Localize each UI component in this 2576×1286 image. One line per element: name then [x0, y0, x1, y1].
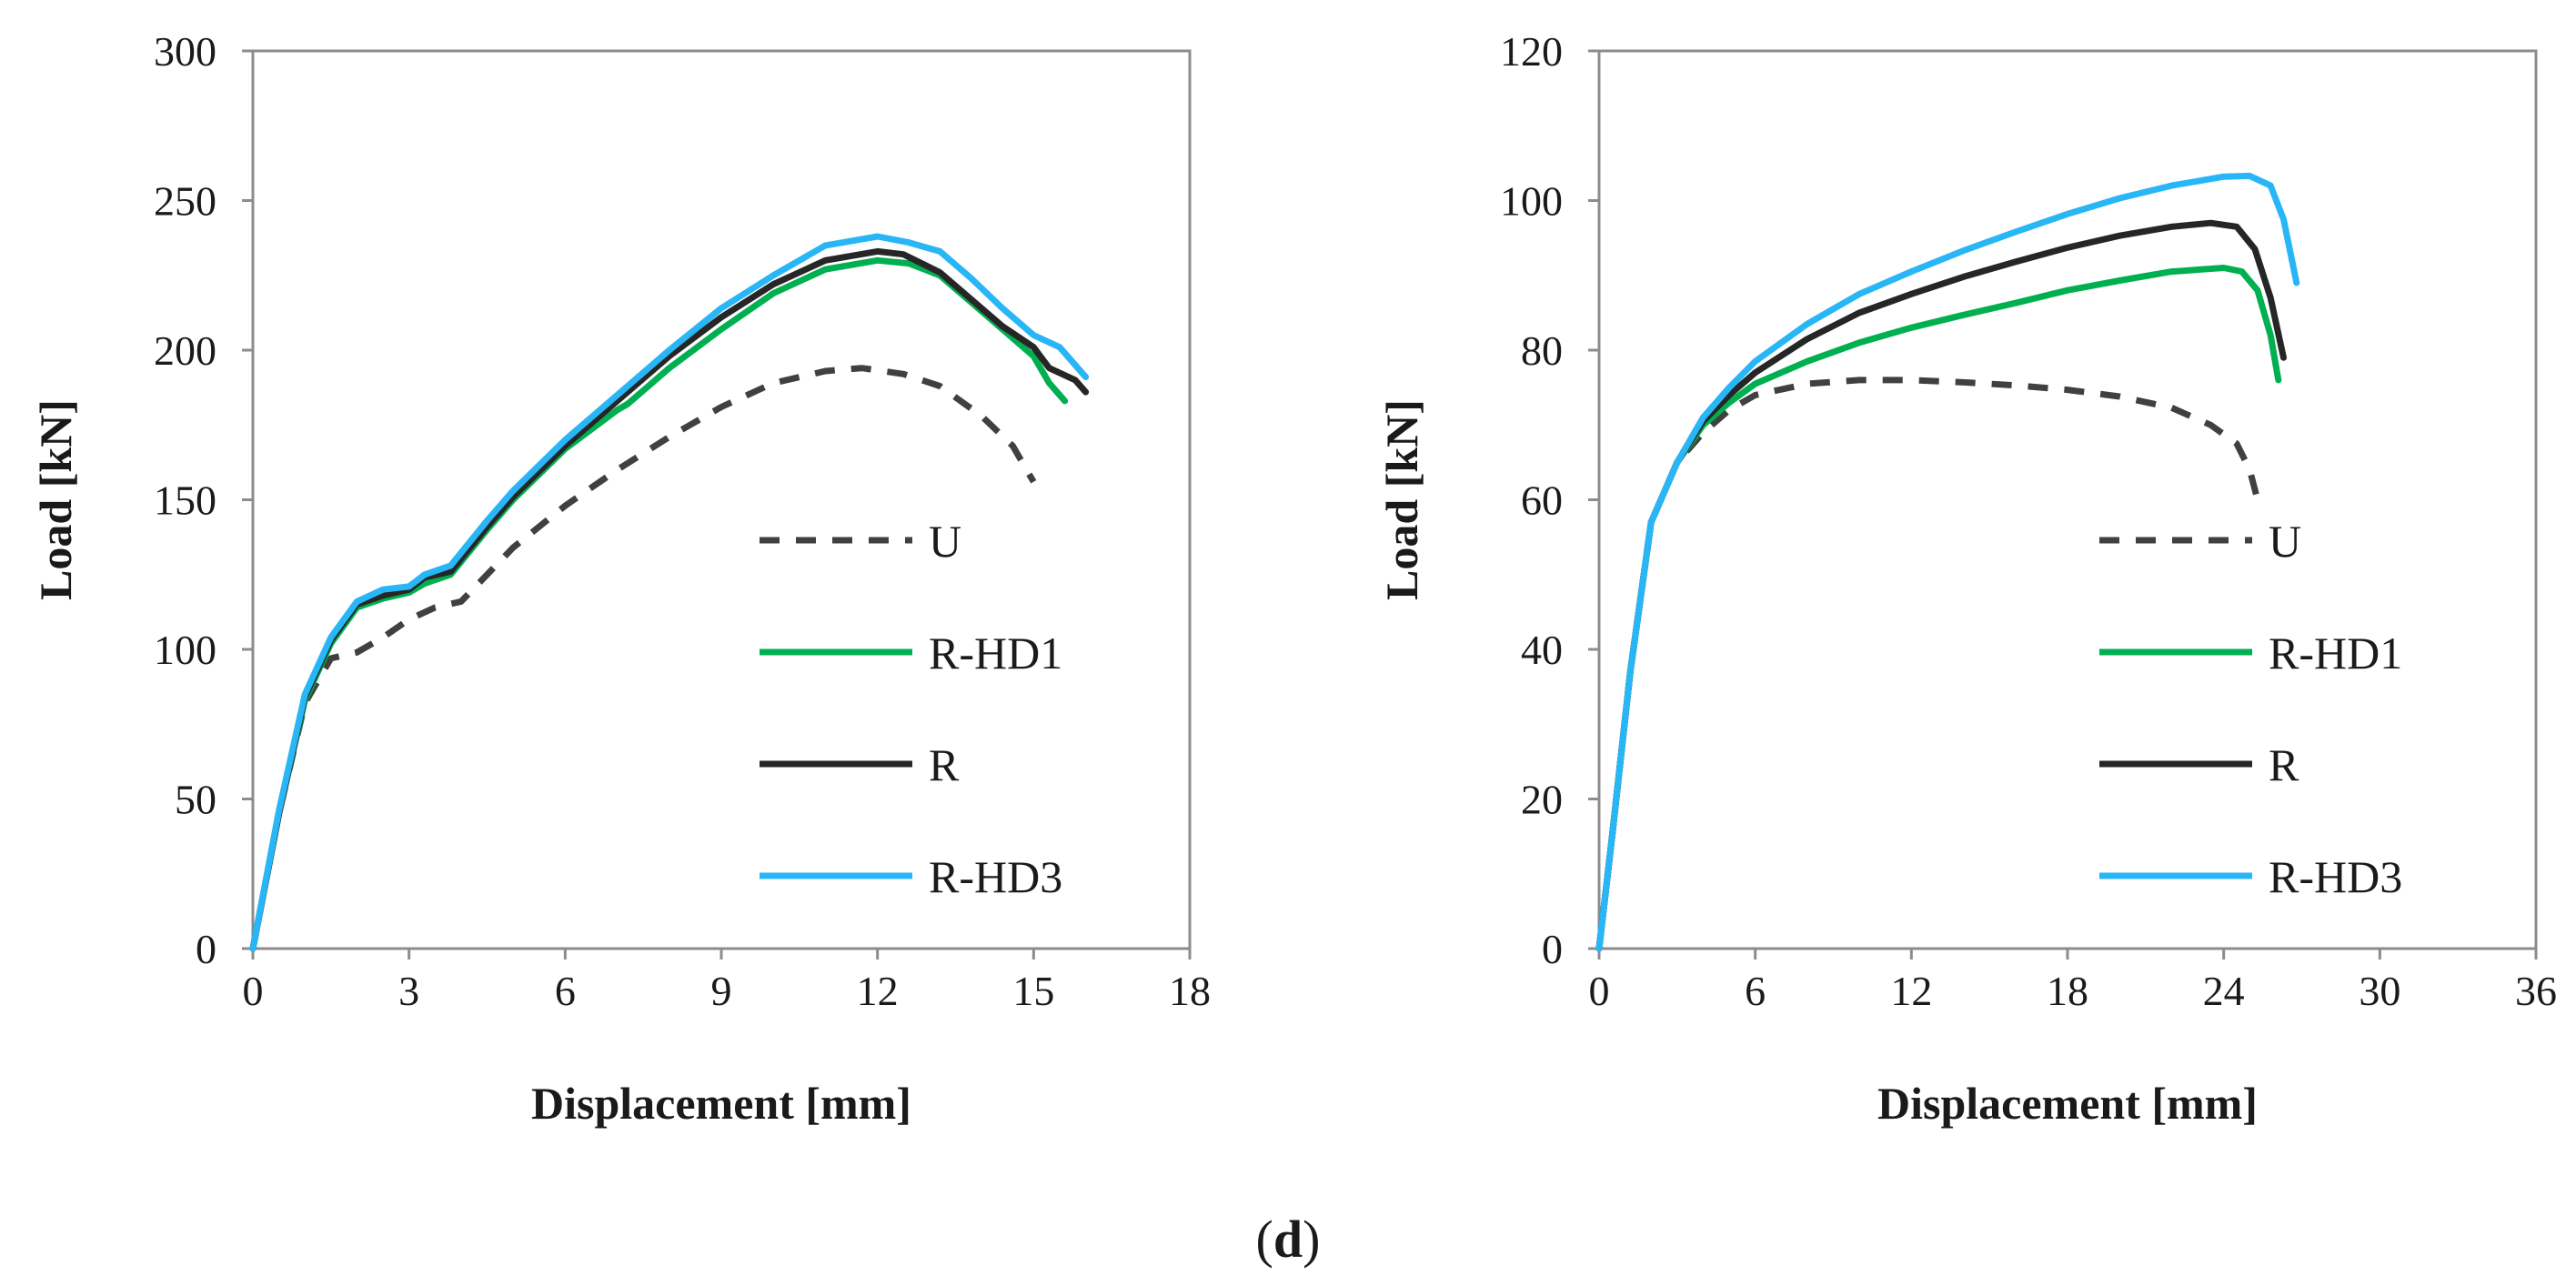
legend-label-r: R: [2269, 739, 2299, 790]
y-tick-label: 20: [1521, 777, 1563, 823]
series-line-r-hd1: [1595, 265, 2282, 952]
y-tick-label: 300: [154, 28, 216, 75]
series-line-r-hd3: [249, 233, 1090, 952]
legend-label-r-hd3: R-HD3: [929, 851, 1062, 902]
plot-frame: [251, 49, 1192, 950]
x-tick-label: 9: [711, 968, 732, 1014]
chart-load-displacement-right: 0 6 12 18 24 30 36 0 20 40 60 80 100 120 Displacement …: [1376, 28, 2557, 1129]
y-tick-label: 150: [154, 477, 216, 524]
x-tick-label: 6: [555, 968, 576, 1014]
x-tick-label: 36: [2515, 968, 2557, 1014]
x-tick-label: 0: [243, 968, 264, 1014]
legend-label-r-hd1: R-HD1: [2269, 628, 2402, 678]
y-tick-label: 100: [154, 627, 216, 673]
x-tick-label: 24: [2203, 968, 2245, 1014]
series-line-r: [1595, 219, 2287, 952]
x-tick-label: 3: [398, 968, 419, 1014]
y-tick-label: 100: [1500, 178, 1563, 225]
legend-label-r: R: [929, 739, 960, 790]
y-tick-label: 50: [175, 777, 216, 823]
legend-label-u: U: [2269, 516, 2301, 567]
y-tick-label: 250: [154, 178, 216, 225]
y-tick-label: 200: [154, 327, 216, 374]
y-axis-title: Load [kN]: [1376, 399, 1427, 600]
legend-label-r-hd3: R-HD3: [2269, 851, 2402, 902]
x-tick-label: 30: [2359, 968, 2400, 1014]
x-tick-label: 15: [1012, 968, 1054, 1014]
x-axis-title: Displacement [mm]: [1877, 1078, 2258, 1129]
series-line-r: [249, 247, 1090, 952]
x-tick-label: 12: [1890, 968, 1932, 1014]
y-tick-label: 120: [1500, 28, 1563, 75]
legend-label-u: U: [929, 516, 961, 567]
x-tick-label: 12: [857, 968, 899, 1014]
panel-label: (d): [1256, 1210, 1321, 1269]
legend-label-r-hd1: R-HD1: [929, 628, 1062, 678]
x-tick-label: 18: [1169, 968, 1211, 1014]
y-tick-label: 0: [196, 926, 216, 972]
y-tick-label: 40: [1521, 627, 1563, 673]
y-tick-label: 80: [1521, 327, 1563, 374]
x-tick-label: 6: [1745, 968, 1766, 1014]
series-line-u: [249, 365, 1037, 949]
chart-load-displacement-left: 0 3 6 9 12 15 18 0 50 100 150 200 250 300 Displacement…: [30, 28, 1211, 1129]
y-tick-label: 0: [1542, 926, 1563, 972]
series-line-r-hd3: [1595, 172, 2300, 952]
plot-frame: [1597, 49, 2538, 950]
series-line-u: [1595, 377, 2261, 949]
y-axis-title: Load [kN]: [30, 399, 81, 600]
x-tick-label: 0: [1589, 968, 1610, 1014]
x-axis-title: Displacement [mm]: [531, 1078, 911, 1129]
x-tick-label: 18: [2047, 968, 2088, 1014]
y-tick-label: 60: [1521, 477, 1563, 524]
